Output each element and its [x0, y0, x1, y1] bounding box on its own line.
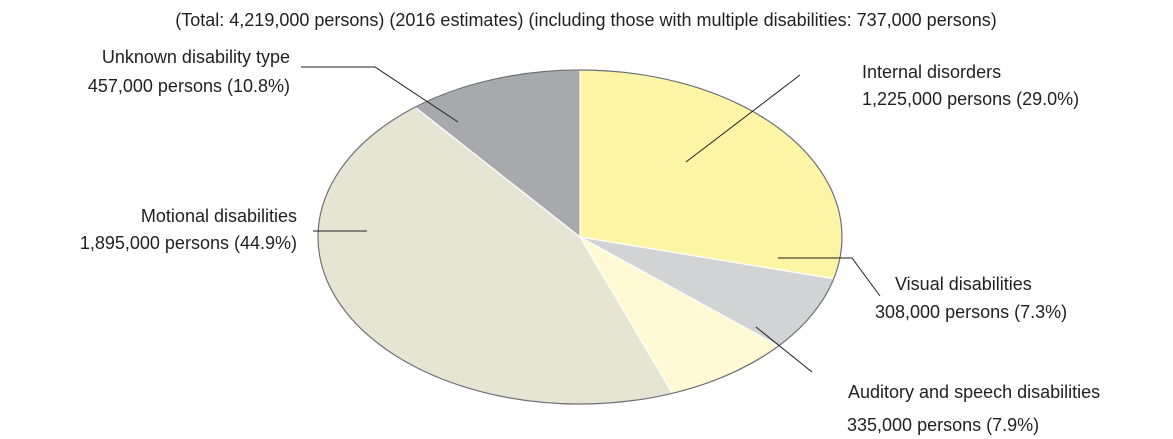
chart-subtitle: (Total: 4,219,000 persons) (2016 estimat… [175, 10, 996, 30]
slice-value-unknown-disability-type: 457,000 persons (10.8%) [88, 76, 290, 96]
slice-name-unknown-disability-type: Unknown disability type [102, 47, 290, 67]
slice-name-visual-disabilities: Visual disabilities [895, 274, 1032, 294]
slice-value-auditory-and-speech-disabilities: 335,000 persons (7.9%) [847, 415, 1039, 435]
leader-line-unknown-disability-type [301, 66, 459, 123]
leader-line-visual-disabilities [778, 257, 881, 297]
pie-slices [317, 69, 843, 405]
leader-line-auditory-and-speech-disabilities [755, 326, 813, 373]
slice-name-internal-disorders: Internal disorders [862, 62, 1001, 82]
slice-value-motional-disabilities: 1,895,000 persons (44.9%) [80, 233, 297, 253]
slice-value-internal-disorders: 1,225,000 persons (29.0%) [862, 89, 1079, 109]
pie-outline [317, 69, 843, 405]
slice-name-auditory-and-speech-disabilities: Auditory and speech disabilities [848, 382, 1100, 402]
slice-labels: Internal disorders 1,225,000 persons (29.… [80, 47, 1100, 435]
slice-name-motional-disabilities: Motional disabilities [141, 206, 297, 226]
slice-value-visual-disabilities: 308,000 persons (7.3%) [875, 302, 1067, 322]
leader-line-internal-disorders [685, 74, 801, 163]
